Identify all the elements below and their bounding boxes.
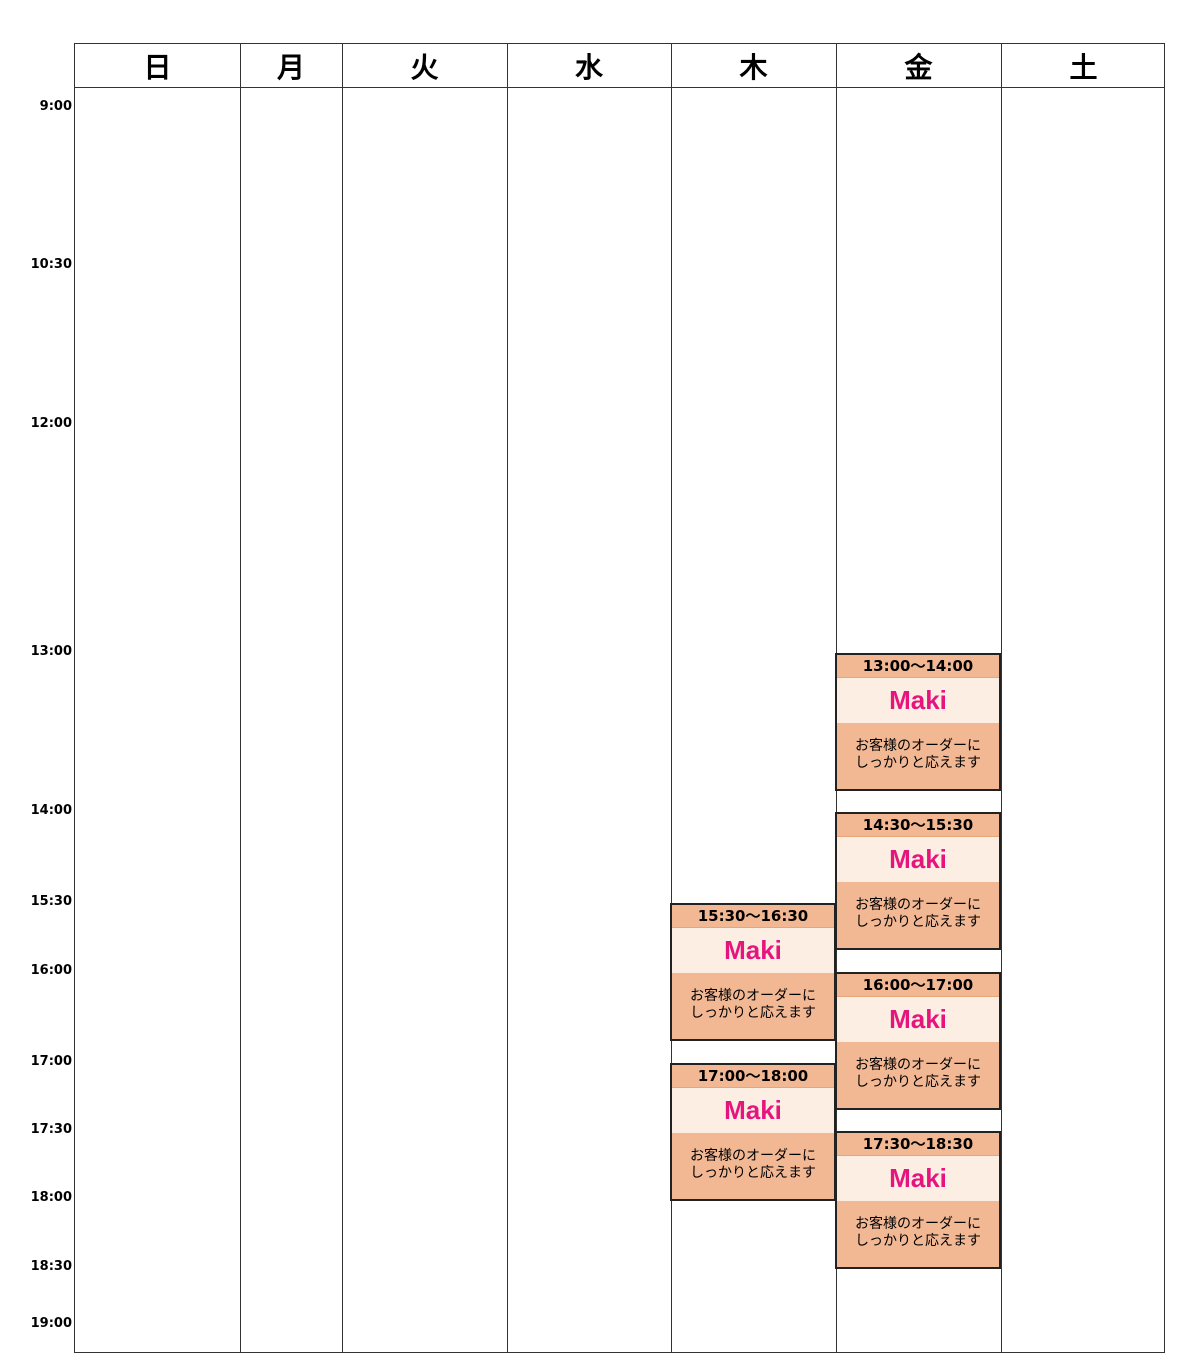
event-time: 14:30〜15:30 xyxy=(837,814,999,837)
time-label: 16:00 xyxy=(30,963,72,978)
event-name: Maki xyxy=(837,997,999,1042)
column-divider xyxy=(342,44,343,1352)
time-label: 18:00 xyxy=(30,1190,72,1205)
time-label: 14:00 xyxy=(30,803,72,818)
column-divider xyxy=(671,44,672,1352)
event-description-line: しっかりと応えます xyxy=(690,1005,816,1021)
time-label: 10:30 xyxy=(30,257,72,272)
event-description: お客様のオーダーに しっかりと応えます xyxy=(837,1042,999,1108)
event-card[interactable]: 14:30〜15:30 Maki お客様のオーダーに しっかりと応えます xyxy=(835,812,1001,950)
weekly-schedule-grid: 日 月 火 水 木 金 土 xyxy=(74,43,1165,1353)
column-divider xyxy=(507,44,508,1352)
event-description-line: お客様のオーダーに xyxy=(690,988,816,1004)
event-card[interactable]: 15:30〜16:30 Maki お客様のオーダーに しっかりと応えます xyxy=(670,903,836,1041)
event-time: 17:30〜18:30 xyxy=(837,1133,999,1156)
event-description-line: お客様のオーダーに xyxy=(690,1148,816,1164)
day-header-thu: 木 xyxy=(739,51,768,84)
event-description-line: お客様のオーダーに xyxy=(855,1216,981,1232)
event-name: Maki xyxy=(837,837,999,882)
event-card[interactable]: 17:00〜18:00 Maki お客様のオーダーに しっかりと応えます xyxy=(670,1063,836,1201)
day-header-sun: 日 xyxy=(143,51,172,84)
event-description-line: しっかりと応えます xyxy=(855,1233,981,1249)
event-description: お客様のオーダーに しっかりと応えます xyxy=(837,723,999,789)
time-label: 17:30 xyxy=(30,1122,72,1137)
event-name: Maki xyxy=(837,678,999,723)
time-label: 19:00 xyxy=(30,1316,72,1331)
event-description-line: お客様のオーダーに xyxy=(855,897,981,913)
event-time: 15:30〜16:30 xyxy=(672,905,834,928)
event-description: お客様のオーダーに しっかりと応えます xyxy=(837,882,999,948)
event-card[interactable]: 16:00〜17:00 Maki お客様のオーダーに しっかりと応えます xyxy=(835,972,1001,1110)
time-label: 9:00 xyxy=(39,99,72,114)
event-card[interactable]: 17:30〜18:30 Maki お客様のオーダーに しっかりと応えます xyxy=(835,1131,1001,1269)
event-description-line: しっかりと応えます xyxy=(855,755,981,771)
column-divider xyxy=(1001,44,1002,1352)
event-description-line: お客様のオーダーに xyxy=(855,738,981,754)
event-time: 16:00〜17:00 xyxy=(837,974,999,997)
day-header-sat: 土 xyxy=(1069,51,1098,84)
event-description: お客様のオーダーに しっかりと応えます xyxy=(837,1201,999,1267)
column-divider xyxy=(240,44,241,1352)
event-name: Maki xyxy=(672,1088,834,1133)
event-description-line: しっかりと応えます xyxy=(690,1165,816,1181)
time-label: 18:30 xyxy=(30,1259,72,1274)
time-label: 17:00 xyxy=(30,1054,72,1069)
event-name: Maki xyxy=(672,928,834,973)
time-label: 13:00 xyxy=(30,644,72,659)
event-description-line: しっかりと応えます xyxy=(855,1074,981,1090)
time-label: 15:30 xyxy=(30,894,72,909)
day-header-wed: 水 xyxy=(574,51,603,84)
event-description-line: お客様のオーダーに xyxy=(855,1057,981,1073)
event-name: Maki xyxy=(837,1156,999,1201)
day-header-fri: 金 xyxy=(904,51,933,84)
event-time: 17:00〜18:00 xyxy=(672,1065,834,1088)
day-header-tue: 火 xyxy=(410,51,439,84)
event-time: 13:00〜14:00 xyxy=(837,655,999,678)
time-label: 12:00 xyxy=(30,416,72,431)
day-header-row: 日 月 火 水 木 金 土 xyxy=(75,44,1164,88)
day-header-mon: 月 xyxy=(276,51,305,84)
event-card[interactable]: 13:00〜14:00 Maki お客様のオーダーに しっかりと応えます xyxy=(835,653,1001,791)
event-description: お客様のオーダーに しっかりと応えます xyxy=(672,973,834,1039)
event-description: お客様のオーダーに しっかりと応えます xyxy=(672,1133,834,1199)
event-description-line: しっかりと応えます xyxy=(855,914,981,930)
